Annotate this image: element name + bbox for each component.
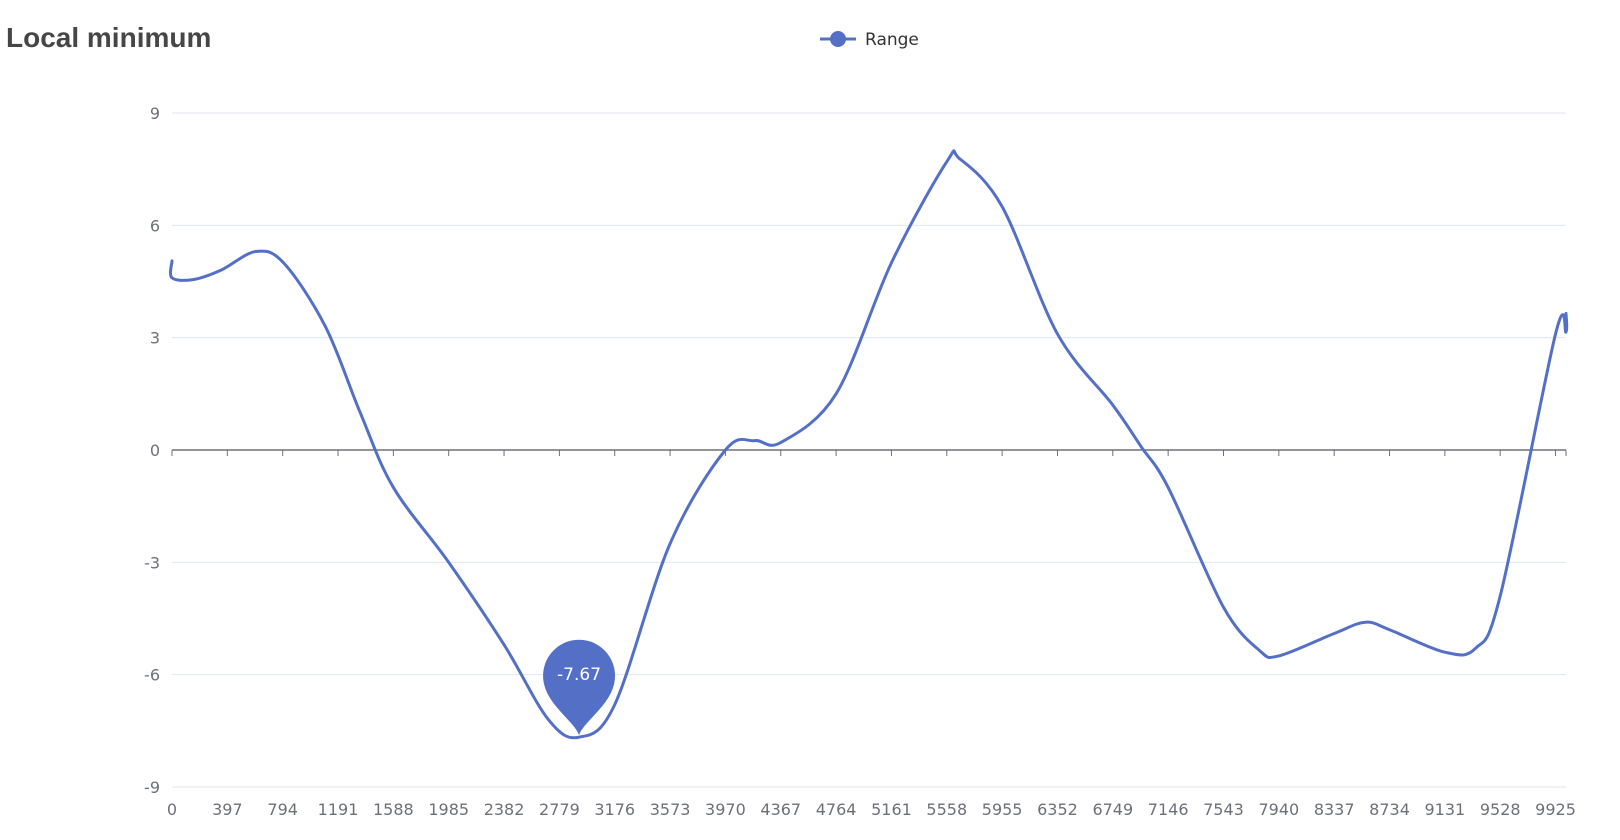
- y-tick-label: 9: [150, 104, 160, 123]
- annotation-layer: -7.67: [543, 639, 616, 736]
- x-tick-label: 7146: [1148, 800, 1189, 819]
- chart-title: Local minimum: [6, 22, 212, 53]
- min-marker-pin[interactable]: [543, 639, 616, 736]
- y-tick-label: -3: [144, 553, 160, 572]
- y-tick-label: -6: [144, 666, 160, 685]
- x-tick-label: 1191: [318, 800, 359, 819]
- x-tick-label: 1588: [373, 800, 414, 819]
- y-tick-label: -9: [144, 778, 160, 797]
- x-tick-label: 6352: [1037, 800, 1078, 819]
- legend[interactable]: Range: [820, 30, 919, 50]
- min-marker-label: -7.67: [557, 665, 601, 685]
- y-tick-label: 6: [150, 216, 160, 235]
- x-axis: 0 397 794 1191 1588 1985 2382 2779 3176 3573 3970 4…: [167, 449, 1576, 819]
- x-tick-label: 8337: [1314, 800, 1355, 819]
- legend-label: Range: [865, 30, 919, 50]
- x-tick-label: 2382: [484, 800, 525, 819]
- x-tick-label: 0: [167, 800, 177, 819]
- x-tick-label: 5955: [982, 800, 1023, 819]
- x-tick-label: 9528: [1480, 800, 1521, 819]
- x-tick-label: 2779: [539, 800, 580, 819]
- x-tick-label: 5161: [871, 800, 912, 819]
- x-tick-label: 3970: [705, 800, 746, 819]
- x-tick-label: 7940: [1258, 800, 1299, 819]
- grid-lines: [172, 112, 1566, 788]
- x-tick-label: 7543: [1203, 800, 1244, 819]
- y-axis: 9 6 3 0 -3 -6 -9: [144, 104, 160, 797]
- x-tick-label: 397: [212, 800, 243, 819]
- x-tick-label: 8734: [1369, 800, 1410, 819]
- x-tick-label: 3573: [650, 800, 691, 819]
- x-tick-label: 4367: [760, 800, 801, 819]
- x-tick-label: 9925: [1535, 800, 1576, 819]
- x-tick-label: 9131: [1425, 800, 1466, 819]
- series-layer: [168, 149, 1569, 740]
- x-tick-label: 794: [267, 800, 298, 819]
- x-tick-label: 1985: [428, 800, 469, 819]
- x-tick-label: 4764: [816, 800, 857, 819]
- x-tick-label: 5558: [926, 800, 967, 819]
- y-tick-label: 0: [150, 441, 160, 460]
- x-tick-label: 6749: [1092, 800, 1133, 819]
- legend-circle-icon: [830, 31, 846, 47]
- y-tick-label: 3: [150, 329, 160, 348]
- series-line-range[interactable]: [168, 149, 1569, 740]
- x-tick-label: 3176: [594, 800, 635, 819]
